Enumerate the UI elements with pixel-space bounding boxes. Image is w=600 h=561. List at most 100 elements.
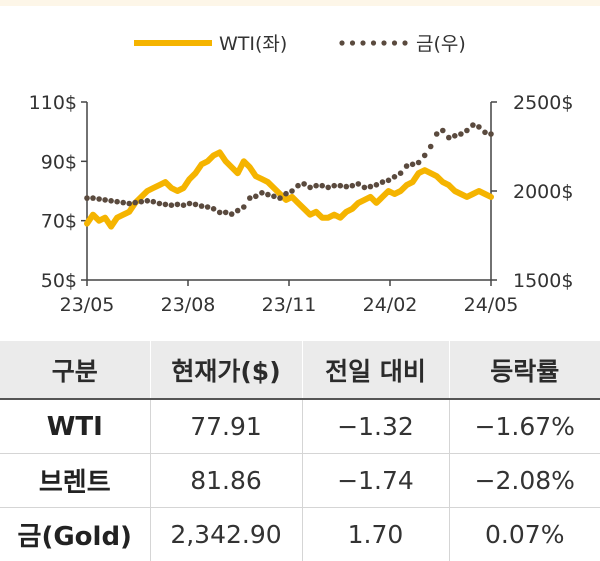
cell-name: 금(Gold)	[17, 522, 132, 552]
gold-data-point	[198, 203, 205, 209]
gold-data-point	[446, 134, 452, 141]
legend-dot	[360, 40, 366, 46]
gold-data-point	[349, 182, 356, 189]
x-axis-tick-label: 23/05	[60, 294, 115, 316]
gold-data-point	[247, 195, 253, 201]
gold-data-point	[458, 131, 464, 137]
gold-data-point	[427, 143, 434, 150]
gold-data-point	[361, 184, 368, 191]
gold-data-point	[415, 159, 422, 166]
legend-gold-swatch	[339, 40, 408, 46]
gold-data-point	[192, 201, 199, 208]
gold-data-point	[313, 182, 319, 189]
gold-data-point	[325, 184, 332, 191]
gold-data-point	[204, 204, 211, 210]
gold-data-point	[138, 198, 145, 205]
gold-data-point	[337, 182, 344, 189]
gold-data-point	[289, 188, 295, 194]
gold-data-point	[488, 131, 494, 137]
gold-data-point	[331, 182, 338, 189]
gold-data-point	[470, 122, 476, 128]
table-row-wti: WTI 77.91 −1.32 −1.67%	[0, 399, 600, 454]
gold-data-point	[222, 209, 229, 216]
gold-data-point	[162, 201, 169, 208]
table-row-brent: 브렌트 81.86 −1.74 −2.08%	[0, 453, 600, 508]
gold-data-point	[234, 207, 241, 214]
right-axis-tick-label: 2500$	[513, 92, 573, 114]
x-axis-tick-label: 23/08	[161, 294, 216, 316]
gold-data-point	[126, 200, 132, 207]
gold-data-point	[482, 129, 488, 136]
gold-data-point	[265, 191, 271, 198]
cell-rate: 0.07%	[448, 507, 600, 561]
gold-data-point	[440, 127, 446, 134]
gold-data-point	[228, 211, 235, 217]
gold-data-point	[84, 195, 90, 201]
gold-data-point	[367, 183, 374, 190]
gold-data-point	[385, 177, 392, 184]
gold-data-point	[180, 202, 187, 208]
gold-data-point	[319, 182, 326, 189]
gold-data-point	[96, 196, 102, 202]
gold-data-point	[120, 199, 126, 206]
gold-data-point	[168, 202, 175, 208]
header-current-price: 현재가($)	[149, 341, 302, 400]
gold-data-point	[343, 183, 350, 190]
cell-price: 77.91	[149, 399, 302, 454]
gold-data-point	[253, 193, 259, 200]
header-change-rate: 등락률	[448, 341, 600, 400]
gold-data-point	[114, 198, 120, 205]
cell-change: −1.74	[301, 453, 449, 508]
gold-data-point	[283, 190, 289, 197]
cell-price: 2,342.90	[149, 507, 302, 561]
gold-data-point	[210, 206, 217, 212]
x-axis-tick-label: 23/11	[262, 294, 317, 316]
table-row-gold: 금(Gold) 2,342.90 1.70 0.07%	[0, 507, 600, 561]
cell-name: WTI	[0, 399, 150, 454]
gold-data-point	[259, 190, 265, 196]
gold-data-point	[373, 182, 380, 188]
gold-data-point	[102, 197, 108, 203]
left-axis-tick-label: 90$	[41, 151, 77, 173]
legend-dot	[349, 40, 356, 46]
legend-wti-label: WTI(좌)	[219, 33, 287, 55]
gold-data-point	[132, 199, 138, 206]
cell-rate: −1.67%	[448, 399, 600, 454]
gold-data-point	[150, 198, 157, 205]
legend-dot	[402, 40, 408, 46]
legend-dot	[391, 40, 398, 46]
gold-data-point	[144, 198, 151, 204]
cell-change: −1.32	[301, 399, 449, 454]
header-change: 전일 대비	[301, 341, 449, 400]
table-header-row: 구분 현재가($) 전일 대비 등락률	[0, 341, 600, 400]
series-wti-line	[84, 149, 494, 230]
price-table: 구분 현재가($) 전일 대비 등락률 WTI 77.91 −1.32 −1.6…	[0, 341, 600, 561]
gold-data-point	[295, 182, 301, 189]
cell-rate: −2.08%	[448, 453, 600, 508]
x-axis-tick-label: 24/05	[464, 294, 519, 316]
left-axis-tick-label: 70$	[41, 211, 77, 233]
gold-data-point	[277, 195, 283, 201]
legend-gold-label: 금(우)	[416, 33, 466, 55]
left-axis-tick-label: 50$	[41, 270, 77, 292]
right-axis-tick-label: 2000$	[513, 181, 573, 203]
legend-dot	[339, 40, 345, 46]
gold-data-point	[108, 198, 114, 204]
gold-data-point	[452, 133, 458, 139]
gold-data-point	[307, 184, 313, 191]
gold-data-point	[409, 161, 416, 168]
gold-data-point	[391, 174, 398, 180]
gold-data-point	[355, 181, 362, 187]
cell-name: 브렌트	[0, 453, 150, 508]
gold-data-point	[379, 179, 386, 185]
gold-data-point	[301, 181, 307, 187]
gold-data-point	[464, 127, 470, 134]
gold-data-point	[271, 193, 277, 200]
gold-data-point	[403, 163, 410, 169]
right-axis-tick-label: 1500$	[513, 270, 573, 292]
gold-data-point	[397, 170, 404, 176]
series-gold-dots	[84, 122, 494, 217]
gold-data-point	[90, 195, 96, 201]
gold-data-point	[174, 201, 181, 208]
header-category: 구분	[0, 341, 150, 400]
